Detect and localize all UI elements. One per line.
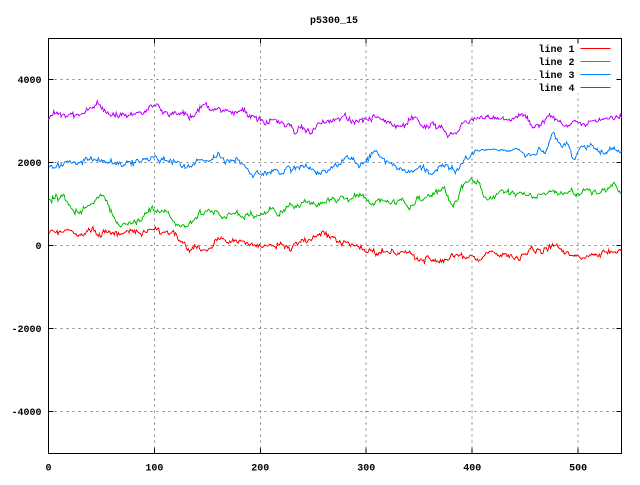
svg-text:p5300_15: p5300_15 xyxy=(310,16,358,27)
svg-text:0: 0 xyxy=(35,242,41,253)
svg-text:-2000: -2000 xyxy=(11,325,41,336)
svg-text:200: 200 xyxy=(251,464,269,475)
svg-text:4000: 4000 xyxy=(17,76,41,87)
svg-text:300: 300 xyxy=(357,464,375,475)
svg-text:0: 0 xyxy=(45,464,51,475)
svg-text:-4000: -4000 xyxy=(11,408,41,419)
svg-text:line 4: line 4 xyxy=(538,83,574,95)
svg-text:400: 400 xyxy=(463,464,481,475)
svg-text:line 2: line 2 xyxy=(538,57,574,69)
svg-text:line 3: line 3 xyxy=(538,70,574,82)
svg-text:2000: 2000 xyxy=(17,159,41,170)
svg-text:100: 100 xyxy=(145,464,163,475)
svg-text:line 1: line 1 xyxy=(538,44,574,56)
svg-text:500: 500 xyxy=(569,464,587,475)
